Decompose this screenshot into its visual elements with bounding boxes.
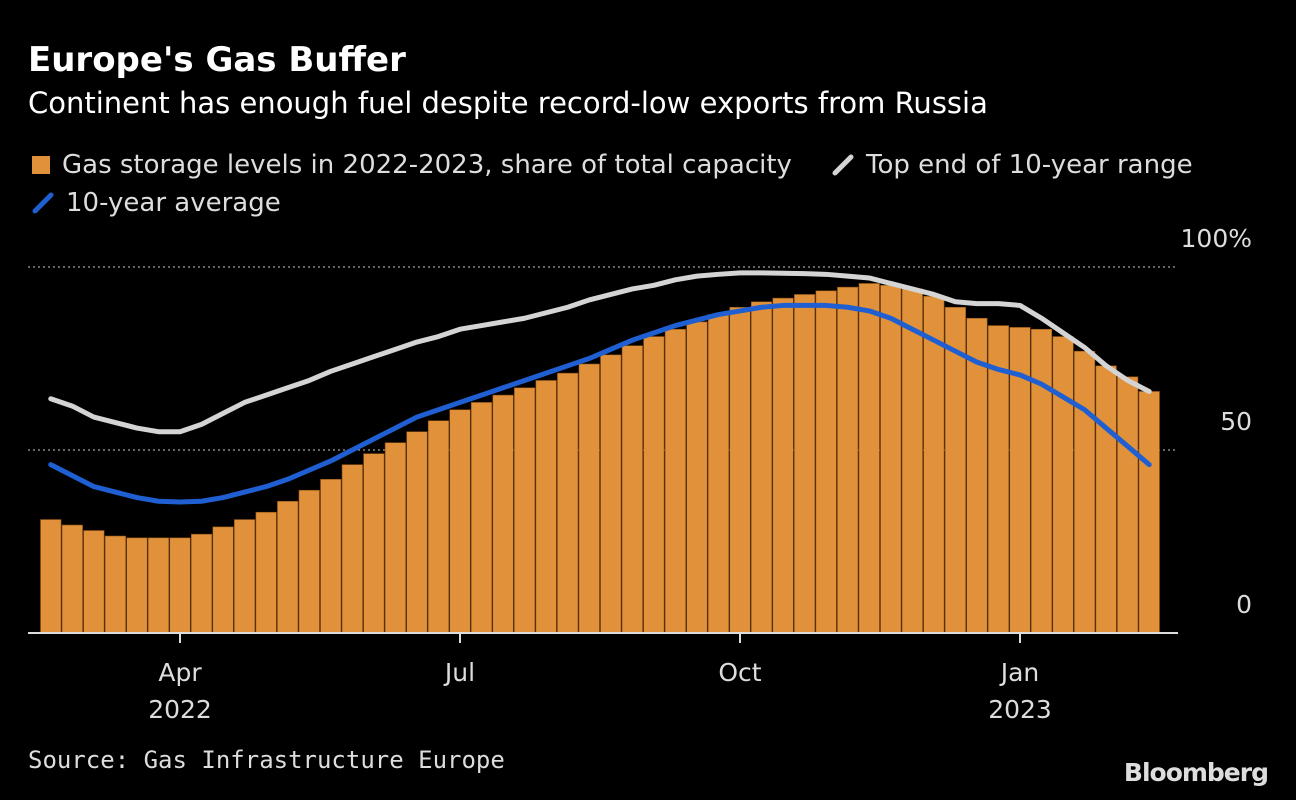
bar xyxy=(83,530,105,634)
bar xyxy=(535,380,557,634)
x-tick-label: Apr 2022 xyxy=(148,658,212,724)
bar xyxy=(169,537,191,634)
bar xyxy=(427,420,450,634)
x-tick-label: Oct xyxy=(718,658,762,687)
bar xyxy=(406,431,428,634)
line xyxy=(48,302,1152,505)
legend-item: Top end of 10-year range xyxy=(832,150,1193,180)
bar xyxy=(686,321,708,634)
bar xyxy=(1052,336,1074,634)
line xyxy=(48,270,1152,435)
bar xyxy=(40,519,62,634)
bar xyxy=(514,387,536,634)
bar xyxy=(794,294,816,634)
source: Source: Gas Infrastructure Europe xyxy=(28,746,505,774)
bar xyxy=(858,283,880,634)
legend-item: 10-year average xyxy=(32,188,281,218)
bar xyxy=(61,524,83,634)
bar xyxy=(923,295,945,634)
bar xyxy=(643,336,665,634)
bar xyxy=(557,372,579,634)
bar xyxy=(341,464,363,634)
bar xyxy=(147,537,170,634)
bar xyxy=(664,328,686,634)
legend-swatch xyxy=(32,156,50,174)
legend-label: Gas storage levels in 2022-2023, share o… xyxy=(62,150,792,180)
bar xyxy=(600,354,622,634)
y-tick-label: 0 xyxy=(1236,590,1252,619)
bar xyxy=(707,314,730,634)
bar xyxy=(492,394,514,634)
bar xyxy=(298,489,320,634)
bar xyxy=(126,537,148,634)
bar xyxy=(1138,391,1160,634)
y-tick-label: 50 xyxy=(1220,407,1252,436)
bar xyxy=(1030,328,1053,634)
bar xyxy=(190,533,213,634)
bar xyxy=(837,286,859,634)
bar xyxy=(234,519,256,634)
legend-label: Top end of 10-year range xyxy=(866,150,1193,180)
chart-subtitle: Continent has enough fuel despite record… xyxy=(28,86,988,120)
bar xyxy=(1117,376,1139,634)
x-tick-label: Jan 2023 xyxy=(988,658,1052,724)
bar xyxy=(363,453,385,634)
chart-title: Europe's Gas Buffer xyxy=(28,40,406,80)
legend-label: 10-year average xyxy=(66,188,281,218)
bar xyxy=(815,290,837,634)
bar xyxy=(729,306,751,634)
legend-swatch xyxy=(832,154,854,176)
legend-item: Gas storage levels in 2022-2023, share o… xyxy=(32,150,792,180)
y-tick-label: 100% xyxy=(1181,224,1252,253)
bar xyxy=(1095,365,1117,634)
bar xyxy=(1074,350,1096,634)
bar xyxy=(772,297,794,634)
bar xyxy=(255,511,277,634)
x-tick-label: Jul xyxy=(444,658,476,687)
legend-swatch xyxy=(32,192,54,214)
bar xyxy=(578,363,600,634)
bar xyxy=(449,409,471,634)
bar xyxy=(750,301,773,634)
bar xyxy=(621,345,643,634)
bar xyxy=(470,402,493,634)
bar xyxy=(277,500,299,634)
bar xyxy=(880,284,902,634)
bar xyxy=(320,478,342,634)
bar xyxy=(901,288,923,634)
bar xyxy=(384,442,406,634)
bar xyxy=(212,526,234,634)
bar xyxy=(104,535,126,634)
credit: Bloomberg xyxy=(1123,758,1269,787)
